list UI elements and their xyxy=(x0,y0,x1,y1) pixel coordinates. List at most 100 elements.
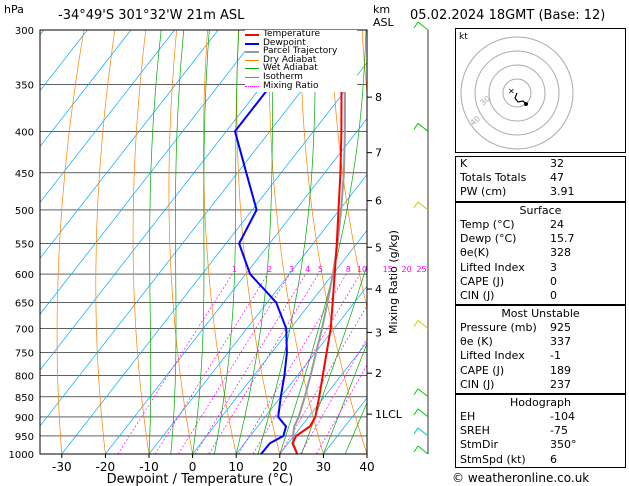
isotherm-line xyxy=(235,285,367,454)
temperature-tick-label: 10 xyxy=(229,460,244,474)
dry-adiabat-line xyxy=(330,30,367,310)
hodograph-row: StmDir 350° xyxy=(460,438,577,452)
mixing-ratio-label: 4 xyxy=(305,265,310,274)
surface-table: Surface Temp (°C) 24 Dewp (°C) 15.7 θe(K) 3… xyxy=(455,202,626,305)
most-unstable-row: θe (K) 337 xyxy=(460,335,571,349)
wind-barb xyxy=(417,388,429,398)
legend-label: Parcel Trajectory xyxy=(263,46,338,57)
pressure-tick-label: 750 xyxy=(15,349,34,360)
legend-label: Dewpoint xyxy=(263,37,306,48)
hodograph-table-title: Hodograph xyxy=(510,396,571,409)
legend-swatch xyxy=(245,77,259,78)
asl-label: ASL xyxy=(373,16,394,29)
plot-frame xyxy=(39,29,368,455)
wind-barb xyxy=(417,122,429,132)
index-row: PW (cm) 3.91 xyxy=(460,185,575,199)
pressure-tick-label: 450 xyxy=(15,169,34,180)
credit-text: © weatheronline.co.uk xyxy=(452,471,590,485)
km-tick-label: 8 xyxy=(375,91,382,104)
legend-label: Temperature xyxy=(263,29,321,39)
temperature-tick-label: -10 xyxy=(139,460,159,474)
mixing-ratio-label: 2 xyxy=(267,265,272,274)
mixing-ratio-label: 10 xyxy=(357,265,367,274)
pressure-tick-label: 300 xyxy=(15,26,34,37)
km-tick-label: 2 xyxy=(375,367,382,380)
mixing-ratio-label: 15 xyxy=(383,265,393,274)
hodograph-ring-40 xyxy=(460,36,574,150)
pressure-tick-label: 900 xyxy=(15,413,34,424)
datetime-title: 05.02.2024 18GMT (Base: 12) xyxy=(410,8,606,23)
dry-adiabat-line xyxy=(56,30,85,454)
hodograph-row: SREH -75 xyxy=(460,424,568,438)
pressure-tick-label: 650 xyxy=(15,298,34,309)
pressure-tick-label: 550 xyxy=(15,239,34,250)
legend-swatch xyxy=(245,51,259,54)
wind-barb xyxy=(417,427,429,437)
temperature-tick-label: -20 xyxy=(96,460,116,474)
hodograph-unit: kt xyxy=(459,32,468,42)
km-tick-label: 3 xyxy=(375,326,382,339)
legend-swatch xyxy=(245,42,259,45)
wind-barb xyxy=(413,408,419,416)
isotherm-line xyxy=(40,30,219,259)
wet-adiabat-line xyxy=(323,342,367,454)
surface-row: Lifted Index 3 xyxy=(460,260,557,274)
wind-barb xyxy=(417,320,429,329)
pressure-tick-label: 800 xyxy=(15,371,34,382)
wind-barb xyxy=(413,427,419,435)
legend-label: Wet Adiabat xyxy=(263,63,318,74)
mixing-ratio-line xyxy=(237,273,347,454)
pressure-tick-label: 400 xyxy=(15,127,34,138)
wind-barb xyxy=(413,388,419,396)
dry-adiabat-line xyxy=(95,30,116,454)
legend-label: Mixing Ratio xyxy=(263,80,319,91)
location-title: -34°49'S 301°32'W 21m ASL xyxy=(58,8,245,23)
legend: Temperature Dewpoint Parcel Trajectory Dry … xyxy=(245,30,357,92)
mixing-ratio-line xyxy=(252,273,361,454)
most-unstable-row: Lifted Index -1 xyxy=(460,349,561,363)
indices-table: K 32 Totals Totals 47 PW (cm) 3.91 xyxy=(455,156,626,202)
most-unstable-row: Pressure (mb) 925 xyxy=(460,321,571,334)
pressure-tick-label: 600 xyxy=(15,270,34,281)
legend-label: Isotherm xyxy=(263,72,303,82)
hodograph-ring-10 xyxy=(502,78,532,108)
surface-row: Dewp (°C) 15.7 xyxy=(460,232,575,246)
most-unstable-row: CIN (J) 237 xyxy=(460,377,571,391)
pressure-tick-label: 850 xyxy=(15,393,34,404)
mixing-ratio-line xyxy=(154,273,268,454)
km-tick-label: 6 xyxy=(375,195,382,208)
legend-swatch xyxy=(245,85,259,87)
most-unstable-table: Most Unstable Pressure (mb) 925 θe (K) 337… xyxy=(455,305,626,394)
dry-adiabat-line xyxy=(203,30,237,454)
wet-adiabat-line xyxy=(301,263,367,454)
most-unstable-row: CAPE (J) 189 xyxy=(460,363,571,377)
mixing-ratio-line xyxy=(299,337,367,454)
mixing-ratio-line xyxy=(117,273,233,454)
hodograph-trace xyxy=(514,92,527,105)
wet-adiabat-line xyxy=(148,30,162,454)
wet-adiabat-line xyxy=(192,30,210,454)
hodograph-ring-30 xyxy=(474,50,560,136)
isotherm-line xyxy=(279,341,367,454)
legend-swatch xyxy=(245,59,259,61)
hodograph-row: StmSpd (kt) 6 xyxy=(460,452,557,466)
wind-barb xyxy=(413,201,419,209)
mixing-ratio-label: 25 xyxy=(416,265,426,274)
mixing-ratio-label: 20 xyxy=(402,265,412,274)
mixing-ratio-axis-label: Mixing Ratio (g/kg) xyxy=(387,230,400,334)
mixing-ratio-line xyxy=(279,305,367,454)
profile-parcel-trajectory xyxy=(291,30,346,454)
pressure-tick-label: 350 xyxy=(15,80,34,91)
isotherm-line xyxy=(61,62,367,454)
dry-adiabat-line xyxy=(268,30,324,454)
surface-row: CIN (J) 0 xyxy=(460,288,557,302)
isotherm-line xyxy=(40,30,350,427)
wind-barb xyxy=(417,408,429,418)
isotherm-line xyxy=(40,30,306,371)
mixing-ratio-label: 1 xyxy=(232,265,237,274)
temperature-tick-label: 0 xyxy=(189,460,197,474)
hodograph-ring-20 xyxy=(488,64,546,122)
wet-adiabat-line xyxy=(235,30,275,454)
index-row: K 32 xyxy=(460,157,564,170)
